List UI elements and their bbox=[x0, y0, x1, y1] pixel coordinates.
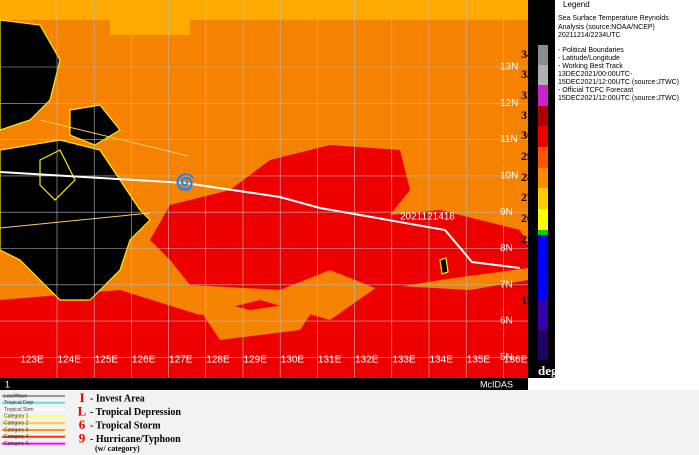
lat-lon-grid bbox=[0, 0, 541, 378]
colorbar-label: 28 bbox=[521, 170, 533, 184]
lat-label: 7N bbox=[500, 279, 513, 290]
sea-cooler bbox=[110, 0, 190, 35]
past-track bbox=[0, 212, 151, 229]
footer-left: 1 bbox=[5, 379, 10, 389]
sea-cooler bbox=[0, 0, 528, 20]
lon-label: 132E bbox=[355, 355, 379, 366]
lat-label: 13N bbox=[500, 62, 518, 73]
colorbar-swatch bbox=[538, 188, 548, 209]
lon-label: 128E bbox=[206, 355, 230, 366]
key-symbol-icon: 6 bbox=[79, 417, 86, 432]
key-panel bbox=[0, 390, 699, 455]
key-line-label: Category 5 bbox=[4, 441, 29, 447]
storm-symbol: 🌀 bbox=[175, 173, 195, 192]
colorbar-swatch bbox=[538, 45, 548, 65]
colorbar-swatch bbox=[538, 147, 548, 168]
lon-label: 129E bbox=[244, 355, 268, 366]
legend-line: 13DEC2021/00:00UTC- bbox=[558, 71, 633, 78]
colorbar-swatch bbox=[538, 230, 548, 235]
key-symbol-icon: I bbox=[79, 390, 84, 405]
colorbar-label: 25 bbox=[521, 232, 533, 246]
legend-title: Legend bbox=[563, 0, 590, 9]
lon-label: 133E bbox=[392, 355, 416, 366]
colorbar bbox=[538, 45, 548, 360]
colorbar-label: 30 bbox=[521, 128, 533, 142]
key-line-label: Category 4 bbox=[4, 434, 29, 440]
colorbar-label: 31 bbox=[521, 108, 533, 122]
key-symbol-label: - Invest Area bbox=[90, 393, 145, 404]
lat-label: 9N bbox=[500, 207, 513, 218]
lat-label: 5N bbox=[500, 352, 513, 363]
sea-warm bbox=[190, 295, 320, 340]
lon-label: 136E bbox=[504, 355, 528, 366]
colorbar-label: 29 bbox=[521, 149, 533, 163]
lat-label: 12N bbox=[500, 98, 518, 109]
colorbar-label: 26 bbox=[521, 211, 533, 225]
key-symbol-icon: 9 bbox=[79, 430, 86, 445]
key-line-label: Tropical Depr bbox=[4, 400, 34, 406]
legend-line: - Official TCFC Forecast bbox=[558, 87, 633, 94]
lat-label: 10N bbox=[500, 171, 518, 182]
legend-line: Sea Surface Temperature Reynolds bbox=[558, 15, 669, 22]
footer-right: McIDAS bbox=[480, 379, 513, 389]
storm-track bbox=[0, 171, 521, 269]
colorbar-label: 32 bbox=[521, 88, 533, 102]
key-symbol-label: - Tropical Storm bbox=[90, 420, 161, 431]
key-line-label: Low/Wave bbox=[4, 393, 27, 399]
colorbar-swatch bbox=[538, 65, 548, 85]
colorbar-label: 33 bbox=[521, 67, 533, 81]
colorbar-swatch bbox=[538, 126, 548, 147]
lon-label: 124E bbox=[58, 355, 82, 366]
colorbar-swatch bbox=[538, 300, 548, 330]
past-track bbox=[39, 119, 189, 157]
colorbar-swatch bbox=[538, 85, 548, 106]
lat-label: 11N bbox=[500, 134, 518, 145]
legend-line: 20211214/2234UTC bbox=[558, 32, 621, 39]
track-label: 2021121418 bbox=[400, 212, 455, 223]
lat-label: 6N bbox=[500, 316, 513, 327]
colorbar-swatch bbox=[538, 168, 548, 188]
lon-label: 127E bbox=[169, 355, 193, 366]
key-symbol-label: - Hurricane/Typhoon bbox=[90, 434, 181, 445]
legend-line: 15DEC2021/12:00UTC (source:JTWC) bbox=[558, 95, 679, 102]
legend-line: - Working Best Track bbox=[558, 63, 623, 70]
lon-label: 130E bbox=[281, 355, 305, 366]
lon-label: 125E bbox=[95, 355, 119, 366]
colorbar-unit: degC bbox=[538, 363, 567, 378]
lon-label: 134E bbox=[430, 355, 454, 366]
key-symbol-label: - Tropical Depression bbox=[90, 407, 181, 418]
sea-hot bbox=[150, 145, 528, 290]
colorbar-swatch bbox=[538, 235, 548, 300]
lon-label: 131E bbox=[318, 355, 342, 366]
key-symbol-icon: L bbox=[78, 403, 87, 418]
legend-line: - Political Boundaries bbox=[558, 47, 624, 54]
colorbar-swatch bbox=[538, 209, 548, 230]
key-line-label: Category 3 bbox=[4, 427, 29, 433]
lon-label: 123E bbox=[20, 355, 44, 366]
legend-line: Analysis (source:NOAA/NCEP) bbox=[558, 24, 655, 31]
lon-label: 135E bbox=[467, 355, 491, 366]
key-line-label: Category 2 bbox=[4, 421, 29, 427]
lat-label: 8N bbox=[500, 243, 513, 254]
colorbar-label: 5 bbox=[527, 350, 533, 364]
colorbar-swatch bbox=[538, 106, 548, 126]
colorbar-label: 27 bbox=[521, 190, 533, 204]
key-line-label: Category 1 bbox=[4, 414, 29, 420]
colorbar-swatch bbox=[538, 330, 548, 360]
legend-line: 15DEC2021/12:00UTC (source:JTWC) bbox=[558, 79, 679, 86]
footer-bar bbox=[0, 378, 528, 390]
legend-line: - Latitude/Longitude bbox=[558, 55, 620, 62]
key-line-label: Tropical Strm bbox=[4, 407, 34, 413]
key-note: (w/ category) bbox=[95, 444, 140, 453]
lon-label: 126E bbox=[132, 355, 156, 366]
colorbar-label: 34 bbox=[521, 47, 533, 61]
colorbar-label: 15 bbox=[521, 293, 533, 307]
